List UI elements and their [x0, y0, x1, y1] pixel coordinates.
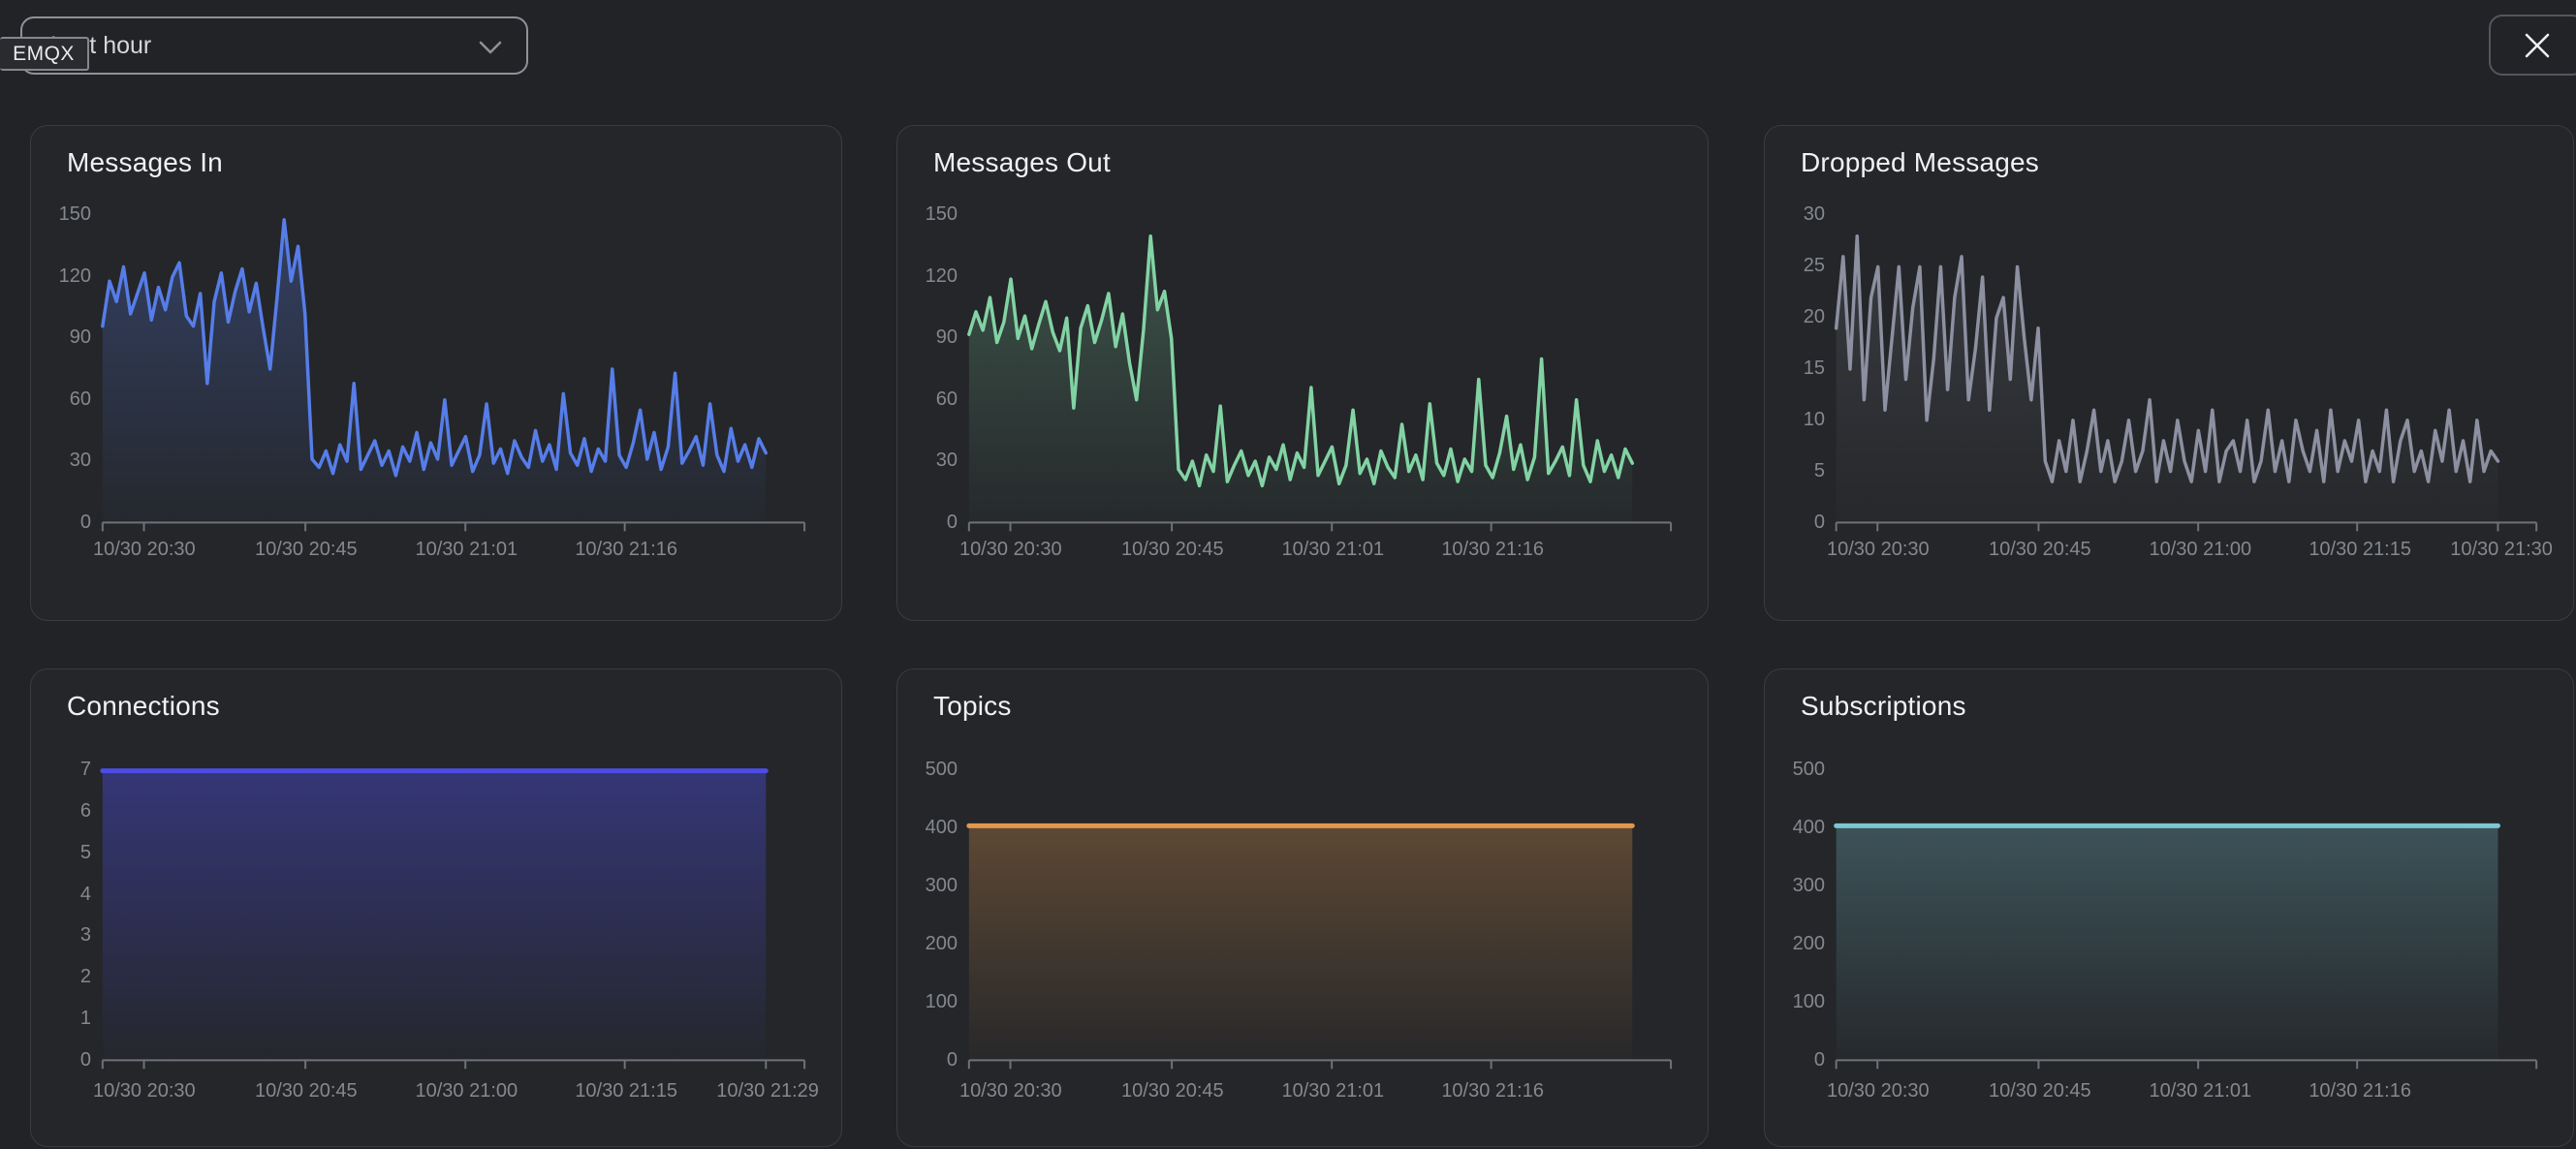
chart-card-messages-out: Messages Out 0 30 60 90 120 150 10/30 20:30 10/… [896, 125, 1709, 621]
y-axis-label: 150 [925, 203, 958, 225]
y-axis-label: 60 [69, 388, 91, 410]
y-axis-label: 300 [1792, 875, 1825, 896]
x-axis-label: 10/30 20:30 [1827, 1080, 1930, 1102]
x-axis-label: 10/30 20:45 [1120, 1080, 1224, 1102]
time-range-select[interactable]: Last hour [20, 16, 528, 75]
chart-title: Connections [67, 691, 220, 721]
x-axis-label: 10/30 21:15 [2309, 539, 2411, 560]
x-axis-label: 10/30 21:01 [1281, 539, 1385, 560]
chart-card-subscriptions: Subscriptions 0 100 200 300 400 500 10/30 20:3… [1764, 668, 2574, 1147]
chevron-down-icon [478, 40, 503, 60]
chart-card-topics: Topics 0 100 200 300 400 500 10/30 20:30 10/30 … [896, 668, 1709, 1147]
y-axis-label: 5 [79, 841, 91, 863]
y-axis-label: 0 [79, 512, 91, 533]
y-axis-label: 2 [79, 966, 91, 988]
chart-canvas [101, 218, 806, 532]
y-axis-label: 0 [1813, 1049, 1825, 1071]
y-axis-label: 0 [946, 512, 958, 533]
close-button[interactable] [2489, 15, 2576, 76]
y-axis-label: 0 [79, 1049, 91, 1071]
x-axis-label: 10/30 20:30 [1827, 539, 1930, 560]
y-axis-label: 1 [79, 1008, 91, 1030]
y-axis-label: 200 [1792, 933, 1825, 954]
y-axis-label: 400 [1792, 817, 1825, 838]
chart-card-connections: Connections 0 1 2 3 4 5 6 7 10/30 20:30 10/30 20:… [30, 668, 842, 1147]
y-axis-label: 200 [925, 933, 958, 954]
x-axis-label: 10/30 20:30 [93, 539, 196, 560]
y-axis-label: 150 [58, 203, 91, 225]
x-axis-label: 10/30 21:16 [1441, 539, 1544, 560]
y-axis-label: 7 [79, 759, 91, 780]
chart-card-messages-in: Messages In 0 30 60 90 120 150 10/30 20:30 10/3… [30, 125, 842, 621]
x-axis-label: 10/30 21:16 [1441, 1080, 1544, 1102]
chart-canvas [967, 234, 1673, 532]
close-icon [2523, 31, 2552, 60]
y-axis-label: 6 [79, 799, 91, 822]
x-axis-label: 10/30 20:30 [959, 539, 1062, 560]
chart-title: Messages In [67, 147, 223, 177]
x-axis-label: 10/30 21:01 [1281, 1080, 1385, 1102]
x-axis-label: 10/30 21:29 [716, 1080, 819, 1102]
x-axis-label: 10/30 21:30 [2450, 539, 2553, 560]
chart-title: Subscriptions [1801, 691, 1966, 721]
chart-canvas [966, 823, 1673, 1070]
y-axis-label: 90 [69, 326, 91, 349]
x-axis-label: 10/30 21:16 [2309, 1080, 2411, 1102]
chart-title: Dropped Messages [1801, 147, 2039, 177]
y-axis-label: 60 [935, 388, 958, 410]
y-axis-label: 30 [935, 450, 958, 472]
y-axis-label: 90 [935, 326, 958, 349]
topics-chart: 0 100 200 300 400 500 10/30 20:30 10/30 20:45 10… [897, 669, 1708, 1146]
y-axis-label: 30 [1803, 203, 1825, 225]
y-axis-label: 0 [946, 1049, 958, 1071]
x-axis-label: 10/30 20:45 [1988, 539, 2091, 560]
x-axis-label: 10/30 21:00 [415, 1080, 518, 1102]
emqx-logo-badge: EMQX [0, 37, 89, 71]
messages-out-chart: 0 30 60 90 120 150 10/30 20:30 10/30 20:45 10/30… [897, 126, 1708, 620]
y-axis-label: 10 [1803, 409, 1825, 430]
x-axis-label: 10/30 20:45 [254, 539, 358, 560]
y-axis-label: 120 [925, 264, 958, 287]
chart-title: Topics [933, 691, 1012, 721]
y-axis-label: 120 [58, 264, 91, 287]
messages-in-chart: 0 30 60 90 120 150 10/30 20:30 10/30 20:45 10/30… [31, 126, 841, 620]
y-axis-label: 20 [1803, 306, 1825, 327]
x-axis-label: 10/30 20:45 [1120, 539, 1224, 560]
connections-chart: 0 1 2 3 4 5 6 7 10/30 20:30 10/30 20:45 10/30 21:0… [31, 669, 841, 1146]
x-axis-label: 10/30 20:45 [1988, 1080, 2091, 1102]
x-axis-label: 10/30 20:45 [254, 1080, 358, 1102]
y-axis-label: 0 [1813, 512, 1825, 533]
y-axis-label: 500 [1792, 759, 1825, 780]
dropped-messages-chart: 0 5 10 15 20 25 30 10/30 20:30 10/30 20:45 10/30 … [1765, 126, 2573, 620]
chart-card-dropped-messages: Dropped Messages 0 5 10 15 20 25 30 10/30 20:30… [1764, 125, 2574, 621]
x-axis-label: 10/30 20:30 [959, 1080, 1062, 1102]
y-axis-label: 100 [925, 991, 958, 1012]
x-axis-label: 10/30 21:01 [2149, 1080, 2252, 1102]
y-axis-label: 300 [925, 875, 958, 896]
y-axis-label: 100 [1792, 991, 1825, 1012]
chart-canvas [1834, 823, 2538, 1070]
y-axis-label: 3 [79, 924, 91, 947]
chart-title: Messages Out [933, 147, 1111, 177]
y-axis-label: 4 [79, 883, 91, 905]
subscriptions-chart: 0 100 200 300 400 500 10/30 20:30 10/30 20:45 10… [1765, 669, 2573, 1146]
x-axis-label: 10/30 21:00 [2149, 539, 2252, 560]
emqx-logo-label: EMQX [13, 42, 75, 65]
y-axis-label: 500 [925, 759, 958, 780]
x-axis-label: 10/30 21:01 [415, 539, 518, 560]
y-axis-label: 15 [1803, 357, 1825, 379]
chart-canvas [1834, 234, 2538, 532]
x-axis-label: 10/30 21:15 [575, 1080, 677, 1102]
chart-canvas [100, 768, 806, 1070]
y-axis-label: 30 [69, 450, 91, 472]
x-axis-label: 10/30 20:30 [93, 1080, 196, 1102]
x-axis-label: 10/30 21:16 [575, 539, 677, 560]
y-axis-label: 400 [925, 817, 958, 838]
y-axis-label: 25 [1803, 255, 1825, 276]
y-axis-label: 5 [1813, 460, 1825, 481]
